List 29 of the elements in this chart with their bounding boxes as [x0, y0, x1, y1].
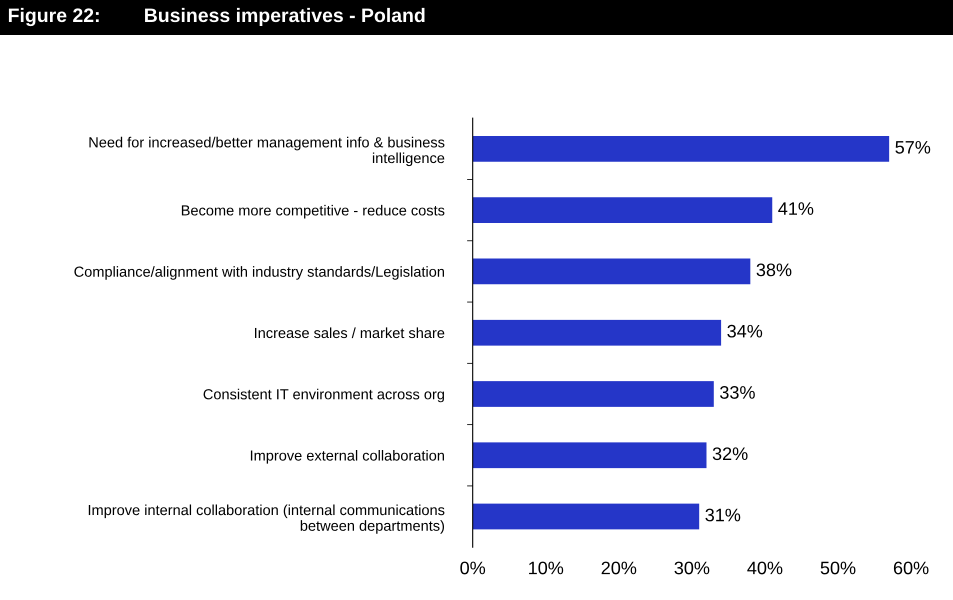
y-tick-label: Improve external collaboration: [250, 450, 444, 464]
data-label: 33%: [720, 386, 755, 399]
bar: [472, 136, 890, 162]
bar: [472, 381, 714, 407]
y-tick-label: Become more competitive - reduce costs: [182, 204, 444, 218]
bar: [472, 504, 700, 530]
y-tick-label: Compliance/alignment with industry standards/Legislation: [74, 266, 444, 280]
data-label: 34%: [727, 324, 762, 338]
x-tick-label: 0%: [460, 562, 486, 574]
data-label: 41%: [778, 202, 814, 215]
x-tick-label: 60%: [894, 562, 928, 574]
y-tick-label: Need for increased/better management info & business intelligence: [89, 136, 444, 166]
y-tick-label: Increase sales / market share: [254, 327, 444, 338]
bar: [472, 320, 722, 346]
data-label: 32%: [712, 447, 748, 460]
bar: [472, 258, 750, 284]
x-tick-label: 10%: [529, 562, 564, 574]
data-label: 38%: [756, 263, 792, 276]
text: Figure 22: Business imperatives - Poland: [8, 8, 425, 26]
y-tick-label: Improve internal collaboration (internal communications between departments): [88, 504, 444, 534]
x-tick-label: 50%: [820, 562, 856, 574]
data-label: 57%: [895, 140, 930, 154]
x-tick-label: 20%: [602, 562, 636, 574]
y-tick-label: Consistent IT environment across org: [204, 388, 444, 402]
data-label: 31%: [705, 508, 740, 522]
bar: [472, 197, 772, 223]
x-tick-label: 30%: [674, 562, 710, 574]
bar: [472, 442, 706, 468]
x-tick-label: 40%: [747, 562, 782, 574]
